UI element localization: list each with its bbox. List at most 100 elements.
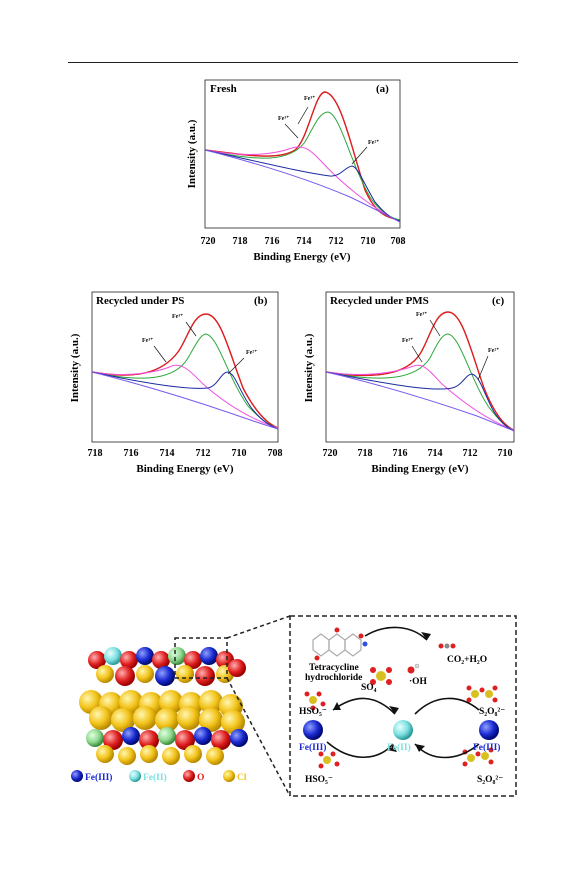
xps-chart-b: Recycled under PS (b) Fe³⁺ Fe³⁺ Fe²⁺ 718…	[69, 291, 283, 475]
annotation-fe3-high: Fe³⁺	[278, 116, 289, 122]
baseline-curve	[91, 371, 279, 430]
crystal-cl-layer	[79, 690, 245, 734]
plot-frame	[91, 291, 279, 443]
peak-main-curve	[204, 111, 401, 221]
x-tick: 708	[391, 236, 406, 247]
x-axis-label: Binding Energy (eV)	[371, 463, 469, 475]
xps-panel-b: Recycled under PS (b) Fe³⁺ Fe³⁺ Fe²⁺ 718…	[68, 288, 288, 483]
arrow-top-right	[414, 697, 480, 715]
arrow-top-left	[332, 697, 396, 715]
panel-label: (a)	[376, 83, 389, 95]
label-s2o8-top: S₂O₈²⁻	[479, 707, 505, 717]
header-rule	[68, 62, 518, 63]
annotation-fe2: Fe²⁺	[368, 140, 379, 146]
crystal-structure	[79, 647, 248, 765]
x-tick: 714	[160, 448, 175, 459]
legend-label-cl: Cl	[237, 773, 247, 783]
annotation-fe2: Fe²⁺	[488, 348, 499, 354]
label-hso5-top: HSO₅⁻	[299, 707, 327, 717]
legend-label-fe3: Fe(III)	[85, 772, 112, 783]
x-tick: 712	[463, 448, 478, 459]
annotation-fe2: Fe²⁺	[246, 350, 257, 356]
y-axis-label: Intensity (a.u.)	[69, 333, 81, 402]
x-tick: 716	[265, 236, 280, 247]
legend-swatch-fe2	[129, 770, 141, 782]
zoom-box	[174, 637, 228, 679]
label-s2o8-bottom: S₂O₈²⁻	[477, 775, 503, 785]
annotation-fe3-main: Fe³⁺	[304, 96, 315, 102]
hso5-top-molecule-icon	[304, 691, 326, 711]
label-fe3-right: Fe(III)	[473, 742, 500, 753]
baseline-curve	[325, 371, 515, 432]
peak-high-curve	[325, 364, 515, 431]
legend-swatch-o	[183, 770, 195, 782]
xps-panel-c: Recycled under PMS (c) Fe³⁺ Fe³⁺ Fe²⁺ 72…	[302, 288, 522, 483]
raw-curve	[325, 311, 515, 431]
ann-line-c3	[477, 355, 489, 381]
scheme-svg: Fe(III) Fe(II) O Cl	[71, 615, 517, 797]
ann-line-b2	[153, 345, 167, 363]
fe3-left-sphere	[303, 720, 323, 740]
x-tick: 712	[329, 236, 344, 247]
label-tetracycline: Tetracycline	[309, 663, 359, 673]
annotation-fe3-main: Fe³⁺	[172, 314, 183, 320]
peak-high-curve	[204, 146, 401, 223]
ann-line-a1	[297, 106, 309, 125]
peak-fe2-curve	[325, 371, 515, 432]
plot-frame	[204, 79, 401, 229]
ann-line-a2	[284, 123, 299, 139]
fit-curve	[91, 313, 279, 429]
hydroxyl-molecule-icon	[407, 663, 420, 674]
ann-line-b1	[185, 321, 197, 337]
panel-title: Recycled under PMS	[330, 295, 429, 307]
fe3-right-sphere	[479, 720, 499, 740]
arrow-tc-to-co2	[364, 626, 428, 641]
atom-legend: Fe(III) Fe(II) O Cl	[71, 770, 247, 783]
annotation-fe3-high: Fe³⁺	[402, 338, 413, 344]
x-tick: 710	[498, 448, 513, 459]
xps-chart-a: Fresh (a) Fe³⁺ Fe³⁺ Fe²⁺ 720 718 716 714…	[186, 79, 406, 263]
mechanism-scheme: Fe(III) Fe(II) O Cl	[65, 610, 520, 800]
legend-label-fe2: Fe(II)	[143, 772, 167, 783]
legend-swatch-cl	[223, 770, 235, 782]
fe2-mid-sphere	[393, 720, 413, 740]
x-tick: 718	[88, 448, 103, 459]
y-axis-label: Intensity (a.u.)	[303, 333, 315, 402]
mechanism-box	[289, 615, 517, 797]
x-tick: 708	[268, 448, 283, 459]
label-fe2-mid: Fe(II)	[387, 742, 411, 753]
tetracycline-molecule-icon	[312, 627, 368, 661]
x-axis-label: Binding Energy (eV)	[136, 463, 234, 475]
x-tick: 720	[323, 448, 338, 459]
ann-line-b3	[227, 357, 245, 375]
label-fe3-left: Fe(III)	[299, 742, 326, 753]
annotation-fe3-high: Fe³⁺	[142, 338, 153, 344]
peak-main-curve	[91, 333, 279, 429]
panel-label: (c)	[492, 295, 505, 307]
label-co2-h2o: CO₂+H₂O	[447, 655, 487, 665]
label-hydroxyl-radical: ·OH	[409, 677, 428, 687]
panel-label: (b)	[254, 295, 268, 307]
baseline-curve	[204, 149, 401, 223]
x-tick: 714	[297, 236, 312, 247]
hso5-bottom-molecule-icon	[318, 751, 340, 769]
label-hso5-bottom: HSO₅⁻	[305, 775, 333, 785]
annotation-fe3-main: Fe³⁺	[416, 312, 427, 318]
sulfate-radical-molecule-icon	[370, 667, 392, 685]
arrowheads	[333, 632, 431, 752]
panel-title: Fresh	[210, 83, 237, 95]
s2o8-top-molecule-icon	[466, 685, 498, 703]
co2-molecule-icon	[438, 643, 456, 649]
x-tick: 712	[196, 448, 211, 459]
crystal-bottom-layer	[86, 727, 248, 765]
zoom-line-top	[226, 615, 291, 639]
label-hydrochloride: hydrochloride	[305, 673, 362, 683]
legend-label-o: O	[197, 773, 204, 783]
plot-frame	[325, 291, 515, 443]
raw-curve	[91, 313, 279, 429]
x-tick: 710	[232, 448, 247, 459]
ann-line-c2	[411, 345, 423, 363]
xps-chart-c: Recycled under PMS (c) Fe³⁺ Fe³⁺ Fe²⁺ 72…	[303, 291, 515, 475]
x-tick: 720	[201, 236, 216, 247]
x-tick: 718	[358, 448, 373, 459]
